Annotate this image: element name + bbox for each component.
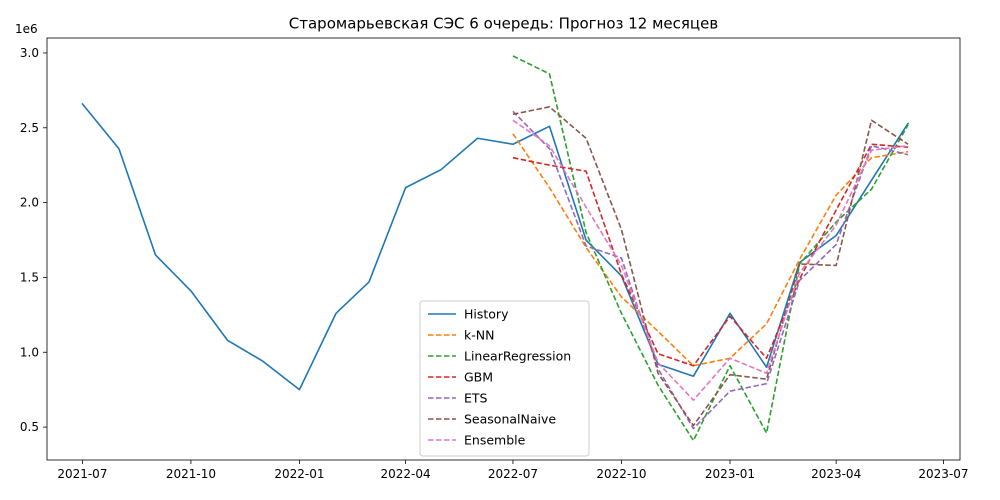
y-tick-label: 1.5 <box>20 270 39 284</box>
chart-title: Старомарьевская СЭС 6 очередь: Прогноз 1… <box>289 15 718 33</box>
x-tick-label: 2021-07 <box>57 467 107 481</box>
series-line-ets <box>512 110 909 430</box>
series-line-ensemble <box>512 119 909 401</box>
x-tick-label: 2023-07 <box>918 467 968 481</box>
y-tick-label: 0.5 <box>20 420 39 434</box>
x-tick-label: 2022-04 <box>381 467 431 481</box>
series-layer <box>81 55 909 442</box>
y-tick-label: 3.0 <box>20 46 39 60</box>
legend-label: SeasonalNaive <box>464 412 556 427</box>
y-tick-label: 1.0 <box>20 345 39 359</box>
y-tick-label: 2.0 <box>20 196 39 210</box>
legend-label: LinearRegression <box>464 349 571 364</box>
series-line-seasonalnaive <box>512 106 909 427</box>
x-tick-label: 2022-10 <box>596 467 646 481</box>
series-line-linearregression <box>512 55 909 442</box>
series-line-history <box>81 103 909 391</box>
x-tick-label: 2023-04 <box>811 467 861 481</box>
x-tick-label: 2023-01 <box>705 467 755 481</box>
x-tick-label: 2021-10 <box>166 467 216 481</box>
x-tick-label: 2022-07 <box>488 467 538 481</box>
legend: History k-NN LinearRegression GBM ETS Seasona… <box>419 300 590 457</box>
x-axis: 2021-07 2021-10 2022-01 2022-04 2022-07 2022-… <box>57 460 969 481</box>
x-tick-label: 2022-01 <box>274 467 324 481</box>
legend-label: GBM <box>464 370 493 385</box>
legend-box <box>419 300 590 457</box>
legend-label: k-NN <box>464 328 494 343</box>
legend-label: Ensemble <box>464 433 526 448</box>
legend-label: ETS <box>464 391 488 406</box>
series-line-gbm <box>512 143 909 367</box>
plot-frame <box>46 37 961 461</box>
y-scale-label: 1e6 <box>15 22 38 36</box>
legend-label: History <box>464 307 509 322</box>
y-tick-label: 2.5 <box>20 121 39 135</box>
series-line-k-nn <box>512 133 909 367</box>
y-axis: 0.5 1.0 1.5 2.0 2.5 3.0 <box>20 46 47 434</box>
